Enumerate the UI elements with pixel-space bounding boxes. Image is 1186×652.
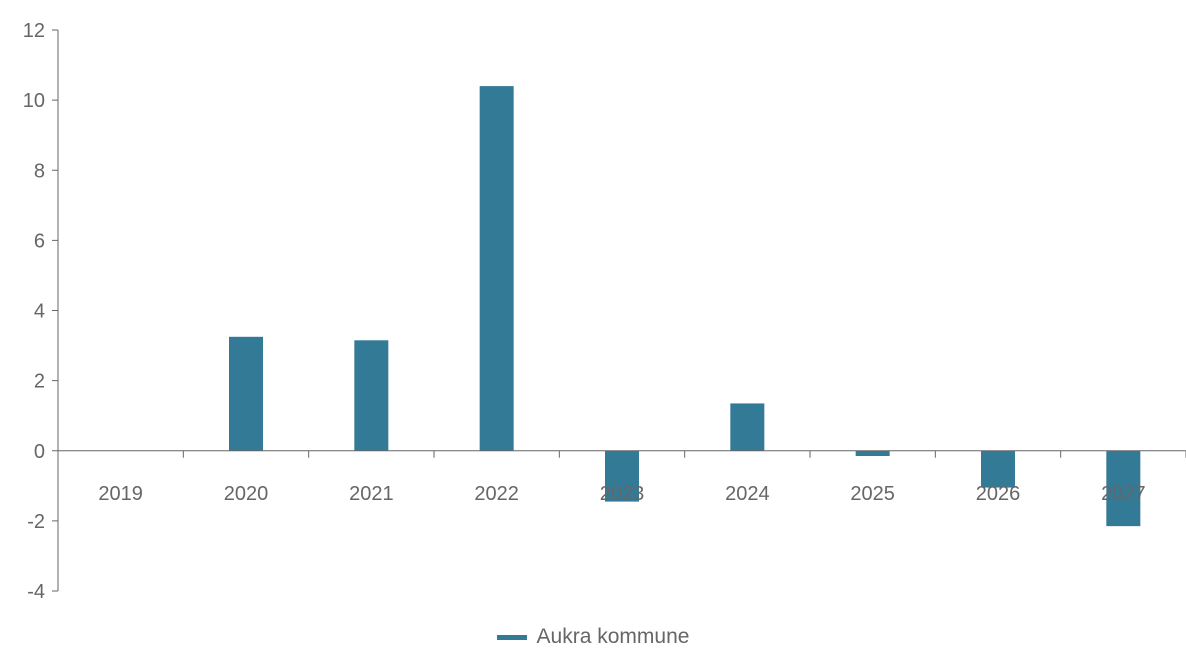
y-tick-label: -4: [27, 581, 45, 603]
x-tick-label: 2027: [1101, 483, 1146, 505]
bar-2026[interactable]: [981, 450, 1015, 488]
x-tick-label: 2026: [976, 483, 1021, 505]
bars: [229, 86, 1141, 527]
bar-2020[interactable]: [229, 336, 263, 451]
legend: Aukra kommune: [0, 622, 1186, 652]
x-tick-label: 2023: [600, 483, 645, 505]
y-tick-label: 0: [34, 441, 45, 463]
x-tick-label: 2022: [474, 483, 519, 505]
bar-2023[interactable]: [605, 450, 639, 502]
x-tick-label: 2020: [224, 483, 269, 505]
legend-label: Aukra kommune: [536, 625, 690, 648]
y-tick-label: 4: [34, 301, 45, 323]
y-tick-label: 8: [34, 160, 45, 182]
y-axis: -4 -2 0 2 4 6 8 10 12: [23, 20, 59, 603]
y-tick-label: -2: [27, 511, 45, 533]
bar-2025[interactable]: [855, 450, 890, 457]
bar-2022[interactable]: [479, 86, 514, 451]
y-tick-label: 6: [34, 230, 45, 252]
x-axis: 2019 2020 2021 2022 2023 2024 2025 2026 2027: [57, 450, 1186, 505]
bar-2021[interactable]: [354, 340, 389, 451]
y-tick-label: 2: [34, 371, 45, 393]
x-tick-label: 2025: [850, 483, 895, 505]
bar-2027[interactable]: [1106, 450, 1141, 527]
legend-swatch: [496, 634, 527, 640]
x-tick-label: 2019: [98, 483, 143, 505]
y-tick-label: 12: [23, 20, 45, 42]
bar-2024[interactable]: [730, 403, 765, 451]
x-tick-label: 2024: [725, 483, 770, 505]
y-tick-label: 10: [23, 90, 45, 112]
x-tick-label: 2021: [349, 483, 394, 505]
